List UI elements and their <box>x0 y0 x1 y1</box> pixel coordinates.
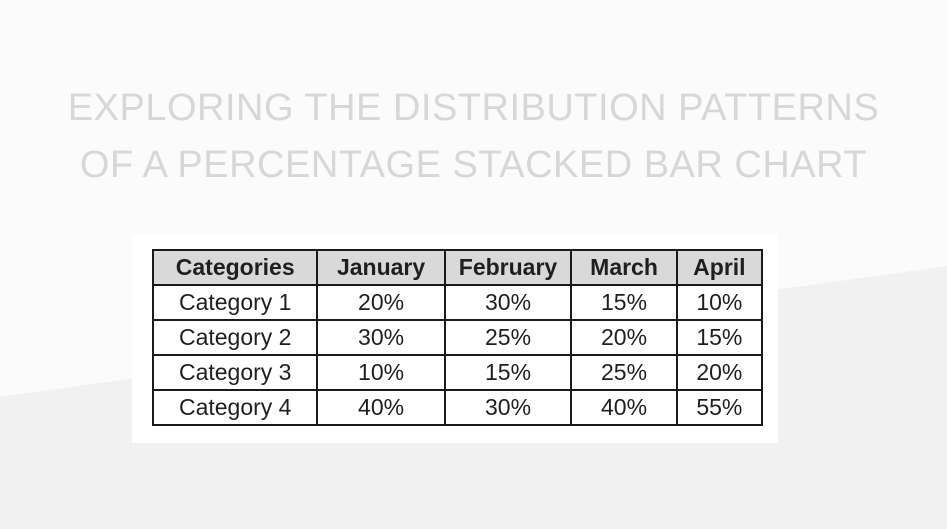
value-cell: 30% <box>316 319 446 356</box>
value-cell: 55% <box>675 389 764 426</box>
header-cell-february: February <box>443 249 573 286</box>
page-title-line-2: OF A PERCENTAGE STACKED BAR CHART <box>79 144 868 186</box>
table-row: Category 4 40% 30% 40% 55% <box>151 389 764 426</box>
value-cell: 30% <box>443 389 573 426</box>
value-cell: 10% <box>316 354 446 391</box>
header-cell-march: March <box>570 249 678 286</box>
value-cell: 15% <box>570 284 678 321</box>
value-cell: 10% <box>675 284 764 321</box>
value-cell: 15% <box>443 354 573 391</box>
table-row: Category 1 20% 30% 15% 10% <box>151 284 764 321</box>
table-row: Category 3 10% 15% 25% 20% <box>151 354 764 391</box>
table-card: Categories January February March April … <box>132 234 778 443</box>
value-cell: 15% <box>675 319 764 356</box>
row-label-cell: Category 3 <box>151 354 319 391</box>
header-cell-january: January <box>316 249 446 286</box>
value-cell: 20% <box>675 354 764 391</box>
row-label-cell: Category 2 <box>151 319 319 356</box>
value-cell: 30% <box>443 284 573 321</box>
table-header-row: Categories January February March April <box>151 249 764 286</box>
value-cell: 40% <box>316 389 446 426</box>
value-cell: 25% <box>443 319 573 356</box>
table-row: Category 2 30% 25% 20% 15% <box>151 319 764 356</box>
value-cell: 40% <box>570 389 678 426</box>
value-cell: 25% <box>570 354 678 391</box>
header-cell-april: April <box>675 249 764 286</box>
header-cell-categories: Categories <box>151 249 319 286</box>
page-title: EXPLORING THE DISTRIBUTION PATTERNS OF A… <box>0 80 947 194</box>
value-cell: 20% <box>316 284 446 321</box>
row-label-cell: Category 4 <box>151 389 319 426</box>
value-cell: 20% <box>570 319 678 356</box>
percentage-table: Categories January February March April … <box>151 249 764 426</box>
page-title-line-1: EXPLORING THE DISTRIBUTION PATTERNS <box>67 87 880 129</box>
row-label-cell: Category 1 <box>151 284 319 321</box>
